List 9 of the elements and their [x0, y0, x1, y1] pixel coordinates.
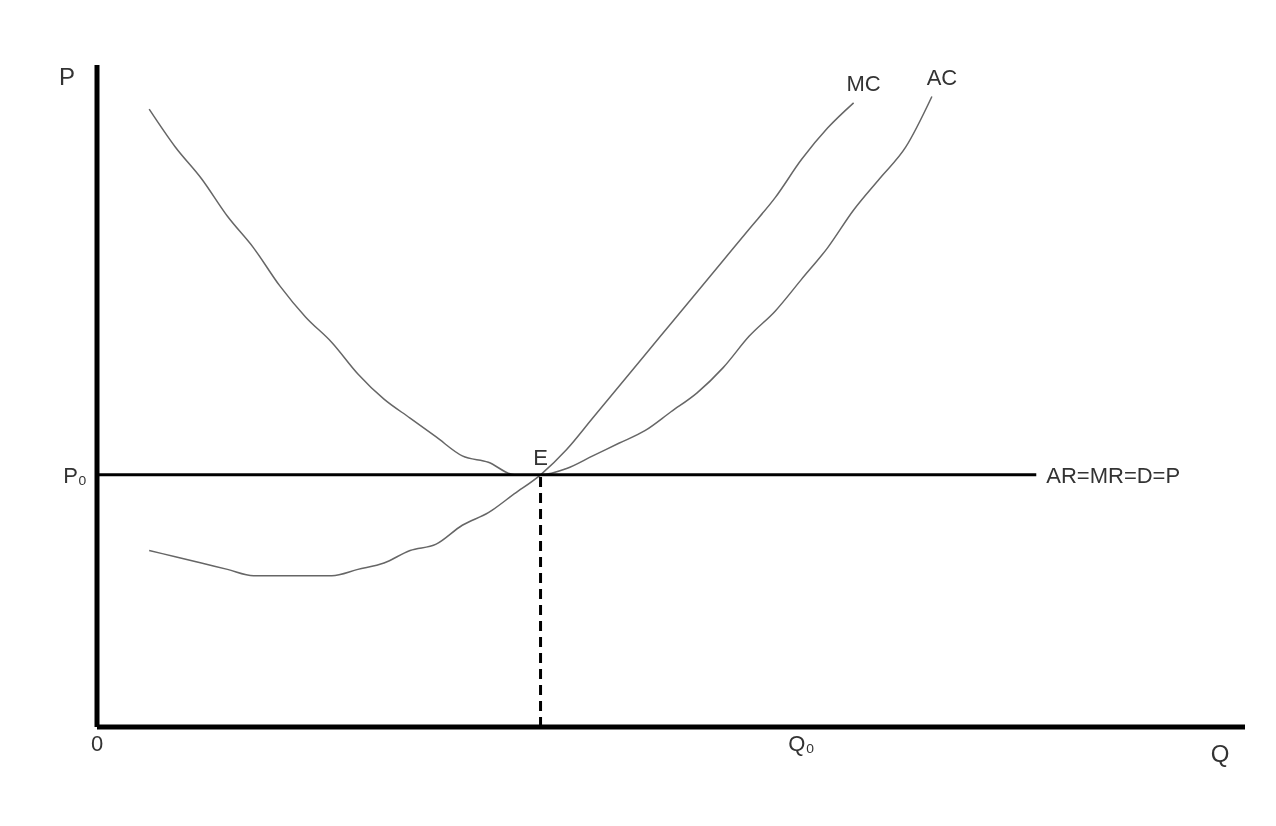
series-label: AR=MR=D=P	[1046, 462, 1181, 488]
x-axis-title: Q	[1210, 740, 1230, 767]
annotation: E	[533, 444, 548, 470]
series-label: MC	[846, 70, 881, 96]
series-label: AC	[926, 64, 958, 90]
x-tick-label: 0	[90, 730, 104, 756]
x-tick-label: Q₀	[788, 730, 815, 756]
y-axis-title: P	[58, 63, 76, 90]
text: P₀	[63, 462, 87, 488]
